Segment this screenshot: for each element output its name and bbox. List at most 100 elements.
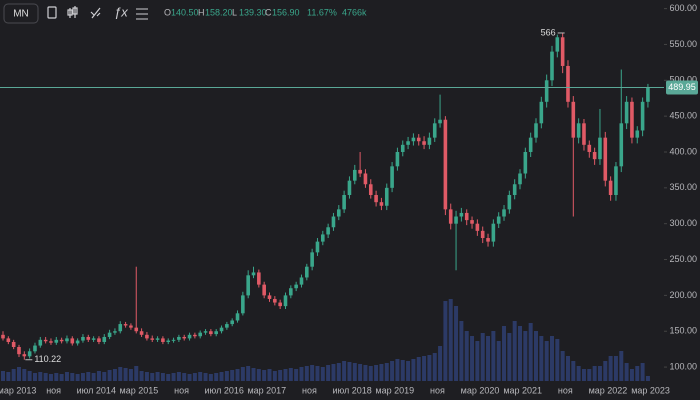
volume-bar — [411, 359, 416, 381]
volume-bar — [310, 365, 315, 381]
candle-body — [470, 220, 474, 224]
volume-bar — [246, 366, 251, 381]
volume-bar — [635, 366, 640, 381]
interval[interactable]: MN — [13, 9, 29, 20]
volume-bar — [427, 355, 432, 381]
y-tick-label: 200.00 — [669, 290, 697, 300]
candle-body — [299, 277, 304, 285]
y-tick-label: 150.00 — [669, 326, 697, 336]
volume-bar — [416, 357, 421, 381]
x-tick-label: мар 2017 — [247, 385, 286, 395]
volume-bar — [523, 331, 528, 381]
volume-bar — [80, 373, 85, 381]
volume-bar — [640, 363, 645, 381]
candle-body — [257, 272, 261, 285]
y-tick-label: 600.00 — [669, 3, 697, 13]
volume-bar — [507, 333, 512, 381]
volume-bar — [432, 353, 437, 381]
candle-body — [480, 230, 485, 239]
toolbar: MN ƒx O 140.50 H 158.20 L 139.30 C 156.9… — [3, 3, 367, 24]
x-tick-label: июл 2016 — [205, 385, 244, 395]
candle-body — [326, 227, 330, 235]
x-tick-label: мар 2020 — [461, 385, 500, 395]
volume-bar — [443, 301, 448, 381]
y-tick-label: 450.00 — [669, 111, 697, 121]
candle-body — [374, 195, 378, 203]
x-tick-label: мар 2022 — [589, 385, 628, 395]
candle-body — [283, 295, 288, 307]
volume-bar — [624, 363, 629, 381]
x-tick-label: ноя — [174, 385, 189, 395]
volume-bar — [214, 373, 219, 381]
volume-bar — [32, 373, 37, 381]
x-tick-label: мар 2021 — [503, 385, 542, 395]
volume-bar — [587, 369, 592, 381]
candle-body — [166, 340, 171, 342]
volume-bar — [91, 373, 96, 381]
x-tick-label: ноя — [558, 385, 573, 395]
candle-body — [534, 123, 538, 138]
candle-body — [384, 187, 389, 206]
volume-bar — [390, 361, 395, 381]
candle-body — [464, 212, 469, 221]
candle-body — [49, 341, 53, 343]
fx-icon[interactable]: ƒx — [114, 4, 128, 19]
candle-body — [491, 223, 496, 242]
volume-bar — [38, 372, 43, 381]
l-value: 139.30 — [239, 7, 267, 17]
x-tick-label: июл 2014 — [77, 385, 116, 395]
candle-body — [336, 209, 341, 217]
x-tick-label: ноя — [302, 385, 317, 395]
volume-bar — [347, 362, 352, 381]
volume-bar — [363, 365, 368, 381]
candle-body — [123, 324, 128, 326]
candle-body — [203, 331, 208, 333]
volume-bar — [613, 356, 618, 381]
candle-body — [502, 209, 506, 217]
candle-body — [496, 216, 501, 224]
interval-button[interactable] — [3, 3, 39, 24]
volume-bar — [144, 372, 149, 381]
volume-bar — [448, 299, 453, 381]
volume-bar — [326, 365, 331, 381]
candle-body — [278, 302, 282, 307]
candle-body — [22, 354, 27, 357]
candle-body — [475, 223, 480, 231]
candle-body — [640, 101, 645, 131]
candle-body — [86, 336, 91, 340]
draw-icon[interactable] — [90, 7, 101, 19]
candle-body — [598, 137, 602, 160]
candle-body — [544, 80, 549, 102]
settings-icon[interactable] — [136, 8, 148, 20]
indicator-icon[interactable] — [47, 6, 57, 19]
candle-body — [145, 334, 149, 339]
candle-body — [305, 266, 309, 278]
candle-body — [107, 332, 112, 337]
price-tag — [666, 80, 698, 95]
candle-body — [155, 338, 160, 340]
candle-body — [603, 137, 608, 181]
candle-body — [454, 216, 458, 224]
volume-bar — [6, 372, 11, 381]
candle-body — [438, 119, 442, 124]
x-tick-label: мар 2013 — [0, 385, 36, 395]
volume-bar — [251, 368, 256, 381]
x-tick-label: ноя — [46, 385, 61, 395]
y-tick-label: 100.00 — [669, 361, 697, 371]
volume-bar — [459, 321, 464, 381]
volume-bar — [166, 374, 171, 381]
candle-body — [198, 332, 203, 337]
y-tick-label: 500.00 — [669, 75, 697, 85]
candles-icon[interactable] — [67, 6, 78, 18]
candle-body — [81, 336, 85, 341]
h-value: 158.20 — [205, 7, 233, 17]
candle-body — [523, 151, 528, 174]
volume-bar — [555, 339, 560, 381]
volume-bar — [608, 356, 613, 381]
candle-body — [448, 209, 453, 224]
volume-bar — [123, 368, 128, 381]
candle-body — [507, 195, 512, 210]
candle-body — [241, 295, 245, 314]
candle-body — [230, 320, 234, 325]
